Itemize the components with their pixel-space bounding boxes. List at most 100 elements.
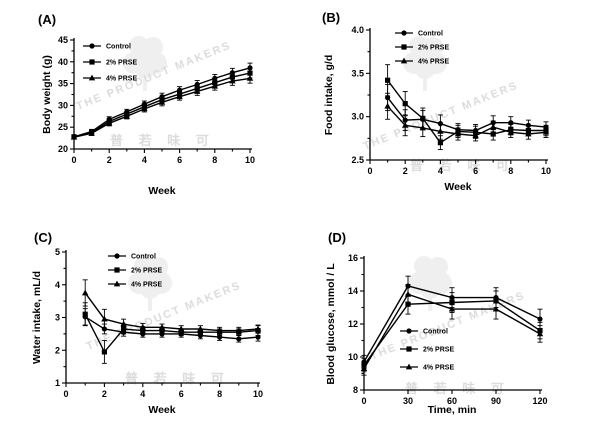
data-point [139,323,146,330]
data-point [360,365,368,371]
data-point [437,140,443,146]
legend-marker [89,59,95,65]
legend-marker [114,253,120,259]
data-point [419,124,426,131]
data-point [385,77,391,83]
data-point [158,323,166,330]
data-point [211,82,218,89]
series-line [84,316,259,340]
x-tick-label: 6 [177,155,182,165]
data-point [178,325,185,332]
x-tick-label: 6 [473,166,478,176]
y-tick-label: 12 [348,319,358,329]
data-point [420,115,426,121]
legend-marker [400,57,408,64]
x-tick-label: 0 [63,389,68,399]
data-point [216,327,223,333]
legend-marker [113,280,121,287]
data-point [537,316,543,322]
x-tick-label: 2 [102,389,107,399]
y-tick-label: 1 [55,378,60,388]
x-tick-label: 90 [491,396,501,406]
series-triangle [384,92,550,142]
data-point [536,330,544,337]
data-point [176,93,183,100]
y-axis-title: Water intake, mL/d [31,271,43,364]
watermark-tree-icon [123,36,167,91]
watermark-tree-icon [403,36,447,91]
y-tick-label: 25 [58,122,68,132]
x-tick-label: 6 [179,389,184,399]
data-point [194,88,201,94]
y-tick-label: 3 [55,313,60,323]
legend-marker [406,346,412,352]
data-point [454,130,462,137]
x-tick-label: 8 [212,155,217,165]
x-tick-label: 30 [403,396,413,406]
y-tick-label: 3.0 [351,112,364,122]
y-axis-title: Body weight (g) [41,55,53,134]
legend-marker [114,267,120,273]
y-tick-label: 20 [58,144,68,154]
x-axis-title: Time, min [428,404,477,416]
legend-marker [406,328,412,334]
y-tick-label: 45 [58,35,68,45]
data-point [384,102,391,109]
data-point [101,315,108,322]
legend-label: 2% PRSE [423,347,454,354]
data-point [141,105,148,112]
y-tick-label: 2.5 [351,155,364,165]
y-tick-label: 30 [58,100,68,110]
legend-marker [405,363,413,370]
y-tick-label: 2 [55,345,60,355]
x-tick-label: 2 [107,155,112,165]
x-tick-label: 10 [541,166,551,176]
panel-label: (A) [38,12,56,27]
series-triangle [360,283,544,376]
y-tick-label: 16 [348,253,358,263]
watermark-cn-text: 普 若 味 可 [405,381,510,396]
legend-label: Control [418,31,443,38]
legend-label: Control [131,254,156,261]
data-point [70,133,78,140]
data-point [123,112,130,119]
data-point [472,132,479,139]
legend: Control 2% PRSE 4% PRSE [83,43,137,83]
y-tick-label: 3.5 [351,68,364,78]
legend: Control 2% PRSE 4% PRSE [395,30,449,66]
x-tick-label: 4 [140,389,145,399]
x-tick-label: 4 [142,155,147,165]
x-tick-label: 0 [71,155,76,165]
watermark-tree-icon [128,256,172,311]
data-point [158,98,166,105]
data-point [402,101,408,107]
legend-label: 4% PRSE [106,76,137,83]
x-tick-label: 10 [245,155,255,165]
series-line [387,105,547,137]
legend: Control 2% PRSE 4% PRSE [108,253,162,289]
data-point [106,119,113,126]
data-point [82,311,88,317]
y-tick-label: 35 [58,79,68,89]
y-tick-label: 4.0 [351,25,364,35]
y-tick-label: 8 [353,385,358,395]
series-line [84,292,259,332]
data-point [448,305,456,312]
data-point [507,128,514,135]
panel-label: (C) [34,230,52,245]
legend-label: 4% PRSE [418,59,449,66]
x-tick-label: 60 [447,396,457,406]
watermark-tree-icon [408,256,452,311]
y-axis-title: Food intake, g/d [323,55,335,136]
data-point [402,121,409,128]
x-tick-label: 4 [438,166,443,176]
data-point [437,128,444,134]
y-tick-label: 10 [348,352,358,362]
